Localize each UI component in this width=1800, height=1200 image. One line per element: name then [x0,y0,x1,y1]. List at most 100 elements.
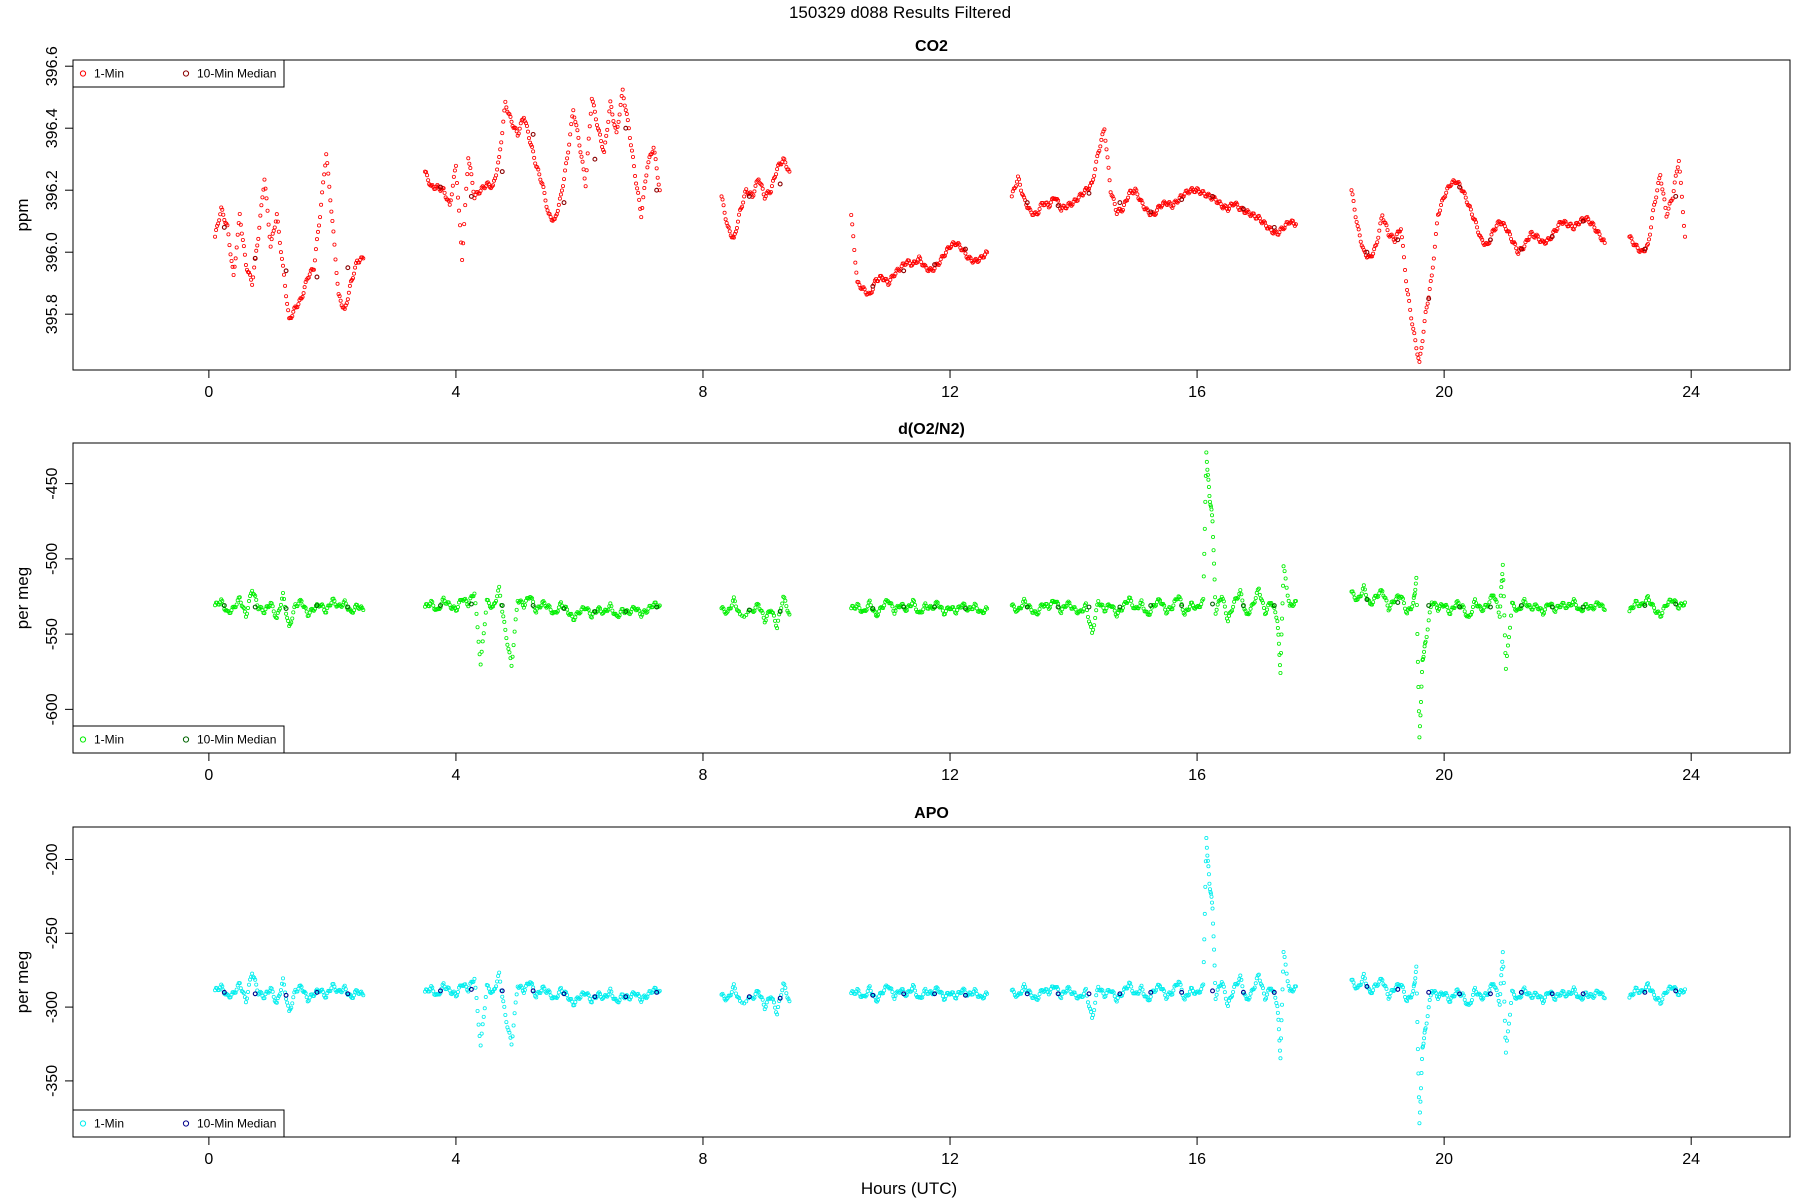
o2n2-1min-point [1602,608,1607,613]
o2n2-1min-point [1453,603,1458,608]
o2n2-1min-point [764,614,769,619]
co2-1min-point [1352,207,1357,212]
apo-1min-point [773,1005,778,1010]
apo-1min-point [1602,996,1607,1001]
apo-1min-point [237,981,242,986]
apo-1min-point [864,993,869,998]
apo-1min-point [1405,999,1410,1004]
co2-1min-point [592,109,597,114]
o2n2-1min-point [763,618,768,623]
o2n2-median-point [1024,604,1030,610]
apo-1min-point [431,989,436,994]
co2-1min-point [360,255,365,260]
co2-1min-point [1413,338,1418,343]
co2-1min-point [1378,221,1383,226]
o2n2-x-tick-label: 24 [1682,767,1700,784]
apo-median-point [1086,991,1092,997]
apo-median-point [1240,989,1246,995]
o2n2-1min-point [586,607,591,612]
co2-1min-point [611,119,616,124]
co2-1min-point [1653,199,1658,204]
co2-1min-point [962,248,967,253]
o2n2-1min-point [933,600,938,605]
apo-1min-point [1281,950,1286,955]
apo-1min-point [1269,986,1274,991]
co2-1min-point [763,194,768,199]
co2-median-point [1518,246,1524,252]
o2n2-1min-point [1125,601,1130,606]
co2-1min-point [213,234,218,239]
o2n2-1min-point [1600,603,1605,608]
o2n2-1min-point [1206,484,1211,489]
o2n2-1min-point [247,599,252,604]
co2-median-point [1148,209,1154,215]
co2-1min-point [528,140,533,145]
o2n2-1min-point [1207,493,1212,498]
co2-1min-point [582,176,587,181]
o2n2-x-tick-label: 8 [699,767,708,784]
co2-1min-point [588,111,593,116]
apo-1min-point [1500,959,1505,964]
co2-1min-point [283,283,288,288]
o2n2-1min-point [473,601,478,606]
o2n2-median-point [345,604,351,610]
co2-1min-point [597,128,602,133]
o2n2-1min-point [284,611,289,616]
o2n2-1min-point [1231,604,1236,609]
co2-1min-point [313,247,318,252]
o2n2-1min-point [234,602,239,607]
o2n2-1min-point [463,596,468,601]
o2n2-1min-point [1239,592,1244,597]
apo-1min-point [1455,987,1460,992]
o2n2-1min-point [1508,625,1513,630]
apo-1min-point [1412,982,1417,987]
co2-median-point [1488,237,1493,243]
o2n2-median-point [1518,603,1524,608]
o2n2-median-point [1055,604,1061,610]
co2-x-tick-label: 16 [1188,384,1206,401]
o2n2-1min-point [241,605,246,610]
co2-1min-point [1427,287,1432,292]
apo-1min-point [1162,989,1167,994]
co2-1min-point [1585,214,1590,219]
co2-1min-point [580,159,585,164]
co2-1min-point [524,124,529,129]
apo-1min-point [496,973,501,978]
apo-1min-point [504,1020,509,1025]
apo-1min-point [493,986,498,991]
apo-1min-point [1390,988,1395,993]
apo-median-point [1642,989,1648,995]
co2-1min-point [951,240,956,245]
co2-1min-point [248,272,253,277]
o2n2-1min-point [1652,605,1657,610]
o2n2-median-point [1364,597,1370,602]
o2n2-1min-point [1023,599,1028,604]
apo-1min-point [1203,884,1208,889]
co2-1min-point [720,197,725,202]
o2n2-1min-point [1444,602,1449,607]
o2n2-1min-point [1221,599,1226,604]
apo-1min-point [1506,1021,1511,1026]
o2n2-1min-point [1020,603,1025,608]
co2-1min-point [566,150,571,155]
co2-1min-point [850,222,855,227]
co2-1min-point [1357,233,1362,238]
apo-1min-point [1520,991,1525,996]
apo-1min-point [786,997,791,1002]
co2-1min-point [235,232,240,237]
co2-1min-point [273,219,278,224]
o2n2-1min-point [1426,618,1431,623]
apo-1min-point [530,981,535,986]
o2n2-1min-point [1256,586,1261,591]
co2-1min-point [727,229,732,234]
co2-1min-point [490,183,495,188]
co2-1min-point [334,270,339,275]
o2n2-1min-point [1202,551,1207,556]
o2n2-1min-point [1411,600,1416,605]
o2n2-plot-frame [72,442,1791,754]
co2-1min-point [1235,202,1240,207]
apo-1min-point [586,993,591,998]
co2-median-point [314,274,320,280]
o2n2-1min-point [1660,610,1665,615]
apo-1min-point [285,1000,290,1005]
